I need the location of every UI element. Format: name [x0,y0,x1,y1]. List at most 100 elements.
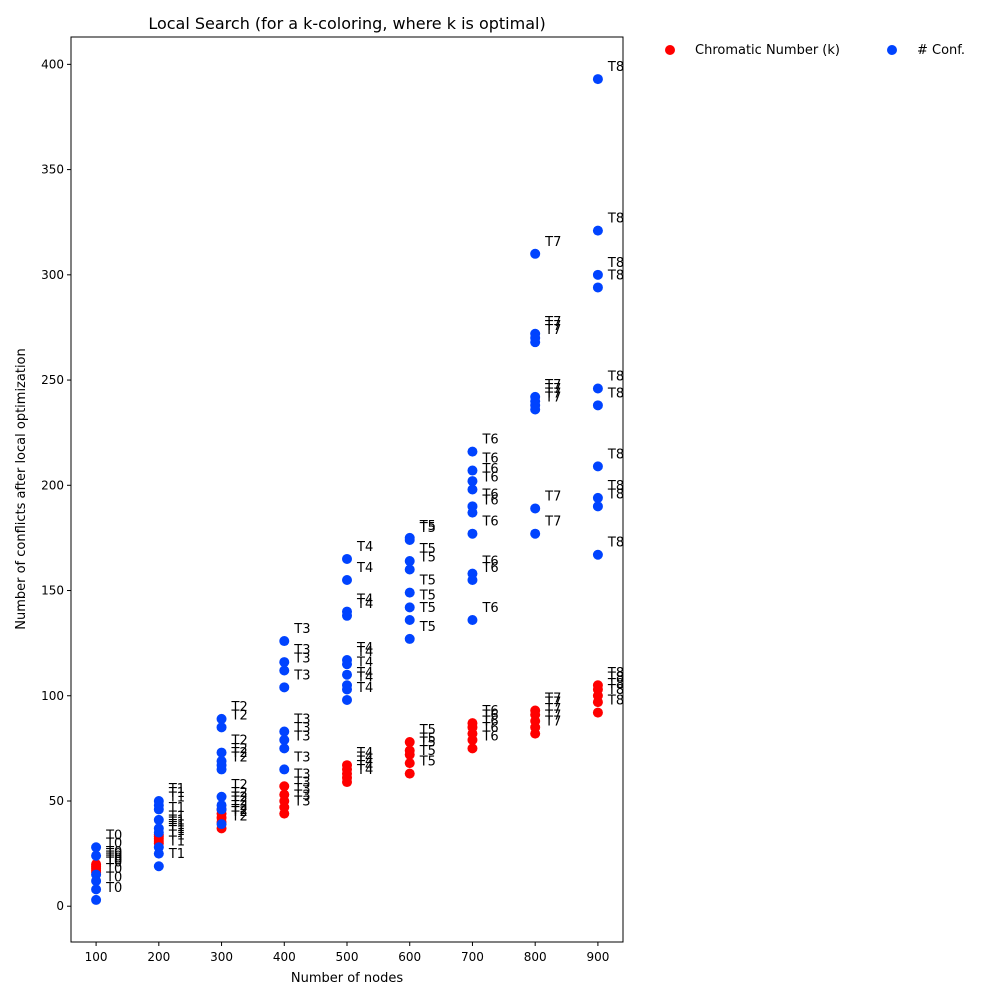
conflict-point [342,575,352,585]
point-label: T6 [481,515,498,530]
point-label: T1 [168,786,185,801]
point-label: T3 [293,713,310,728]
conflict-point [216,713,227,724]
point-label: T8 [607,536,624,551]
conflict-point [404,587,415,598]
point-label: T0 [105,854,122,869]
x-tick-label: 700 [461,950,484,964]
point-label: T4 [356,670,373,685]
conflict-point [592,225,603,236]
point-label: T8 [607,256,624,271]
point-label: T4 [356,656,373,671]
point-label: T4 [356,645,373,660]
points-layer [91,74,603,905]
point-label: T8 [607,479,624,494]
point-label: T8 [607,677,624,692]
conflict-point [530,337,541,348]
point-label: T6 [481,715,498,730]
conflict-point [279,734,290,745]
point-label: T3 [293,652,310,667]
conflict-point [342,610,352,621]
point-label: T3 [293,782,310,797]
point-label: T3 [293,750,310,765]
chromatic-point [279,781,290,792]
conflict-point [153,804,164,815]
point-label: T1 [168,835,185,850]
point-label: T6 [481,555,498,570]
point-label: T1 [168,814,185,829]
conflict-point [216,747,227,758]
point-label: T8 [607,666,624,681]
point-label: T5 [419,744,436,759]
conflict-point [91,842,102,853]
point-label: T2 [231,742,248,757]
point-label: T0 [105,870,122,885]
point-label: T5 [419,755,436,770]
legend-label: Chromatic Number (k) [695,43,840,58]
conflict-point [467,507,478,518]
point-label: T4 [356,763,373,778]
conflict-point [216,722,227,733]
point-label: T8 [607,60,624,75]
point-label: T0 [105,828,122,843]
point-label: T3 [293,788,310,803]
point-label: T8 [607,447,624,462]
point-label: T2 [231,805,248,820]
point-label: T0 [105,881,122,896]
conflict-point [279,743,290,754]
chromatic-point [467,734,478,745]
conflict-point [592,282,603,293]
x-tick-label: 400 [273,950,296,964]
chromatic-point [530,728,541,739]
chromatic-point [279,808,290,819]
conflict-point [91,875,102,886]
y-tick-label: 300 [41,268,64,282]
point-label: T6 [481,462,498,477]
point-label: T4 [356,593,373,608]
chromatic-point [467,743,478,754]
conflict-point [342,669,352,680]
point-label: T4 [356,750,373,765]
conflict-point [467,465,478,476]
point-label: T0 [105,856,122,871]
conflict-point [467,528,478,539]
conflict-point [91,884,102,895]
point-label: T6 [481,708,498,723]
chromatic-point [592,707,603,718]
point-label: T1 [168,820,185,835]
point-label: T7 [544,708,561,723]
point-label: T8 [607,386,624,401]
point-label: T3 [293,668,310,683]
conflict-point [592,461,603,472]
point-label: T0 [105,837,122,852]
point-label: T2 [231,708,248,723]
conflict-point [404,633,415,644]
conflict-point [342,694,352,705]
conflict-point [592,383,603,394]
point-label: T7 [544,696,561,711]
x-axis: 100 200 300 400 500 600 700 800 900 [85,942,609,964]
point-label: T5 [419,519,436,534]
point-label: T5 [419,550,436,565]
y-tick-label: 400 [41,57,64,71]
conflict-point [279,657,290,668]
conflict-point [467,575,478,585]
conflict-point [342,659,352,670]
point-label: T2 [231,799,248,814]
point-label: T3 [293,767,310,782]
legend-marker [665,45,675,55]
point-label: T7 [544,391,561,406]
point-label: T5 [419,542,436,557]
point-label: T1 [168,801,185,816]
legend-label: # Conf. [917,43,965,58]
point-label: T4 [356,755,373,770]
conflict-point [279,764,290,775]
chart-title: Local Search (for a k-coloring, where k … [148,14,545,33]
x-tick-label: 300 [210,950,233,964]
point-label: T4 [356,666,373,681]
point-label: T5 [419,588,436,603]
point-label: T2 [231,700,248,715]
point-label: T6 [481,471,498,486]
chromatic-point [404,768,415,779]
